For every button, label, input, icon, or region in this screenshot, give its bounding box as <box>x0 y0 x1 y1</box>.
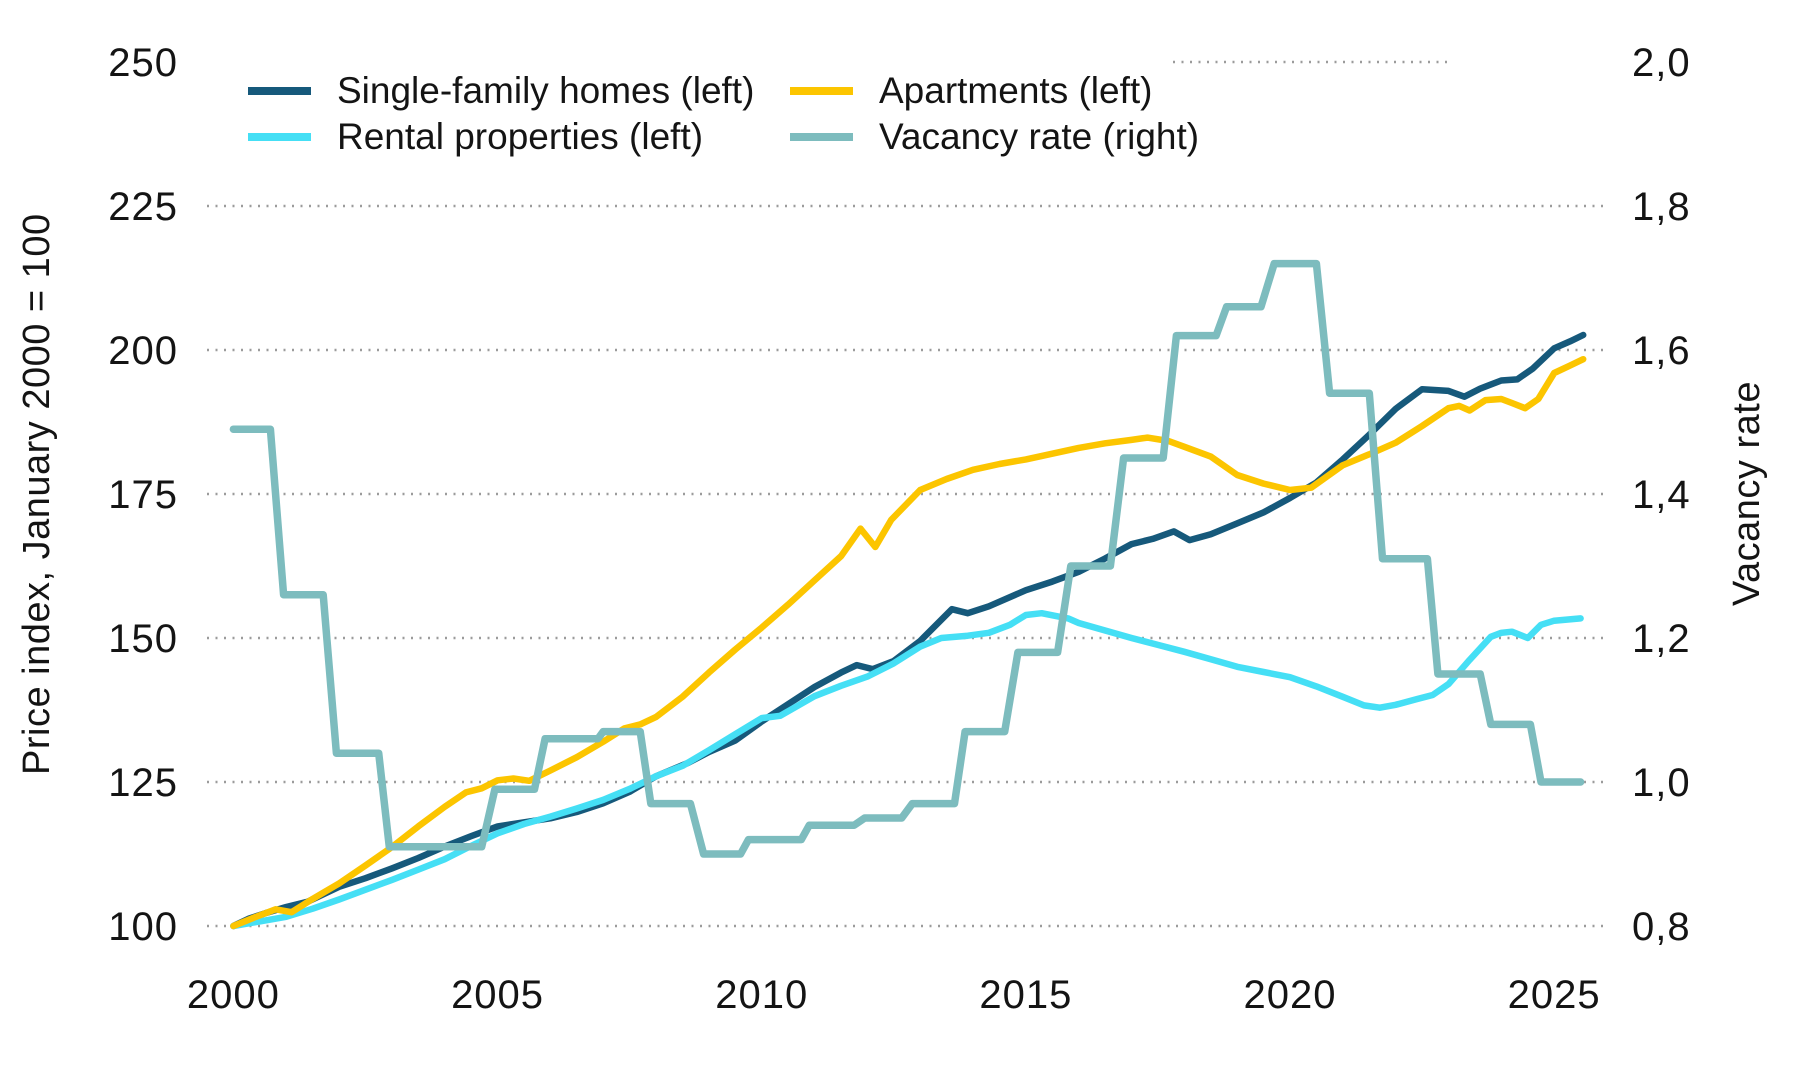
left-axis-tick-100: 100 <box>108 905 178 949</box>
series-line-apartments-left <box>230 355 1587 930</box>
x-axis-tick-2000: 2000 <box>187 973 280 1017</box>
legend-swatch-icon <box>248 86 311 95</box>
legend-swatch-icon <box>790 86 853 95</box>
legend-label: Vacancy rate (right) <box>879 115 1200 157</box>
right-axis-tick-2-0: 2,0 <box>1632 41 1691 85</box>
left-axis-title: Price index, January 2000 = 100 <box>16 213 58 775</box>
x-axis-tick-2020: 2020 <box>1244 973 1337 1017</box>
series-line-vacancy-rate-right <box>229 259 1585 858</box>
left-axis-tick-250: 250 <box>108 41 178 85</box>
left-axis-tick-150: 150 <box>108 617 178 661</box>
series-line-single-family-homes-left <box>230 331 1587 930</box>
legend-label: Apartments (left) <box>879 69 1153 111</box>
legend-label: Rental properties (left) <box>337 115 704 157</box>
right-axis-tick-1-6: 1,6 <box>1632 329 1691 373</box>
left-axis-tick-125: 125 <box>108 761 178 805</box>
right-axis-title: Vacancy rate <box>1726 381 1768 607</box>
left-axis-tick-175: 175 <box>108 473 178 517</box>
series-line-rental-properties-left <box>230 609 1584 930</box>
legend-swatch-icon <box>248 132 311 141</box>
x-axis-tick-2015: 2015 <box>979 973 1072 1017</box>
legend-item-vacancy-rate-right[interactable]: Vacancy rate (right) <box>790 115 1200 157</box>
legend-item-apartments-left[interactable]: Apartments (left) <box>790 69 1199 111</box>
right-axis-tick-0-8: 0,8 <box>1632 905 1691 949</box>
chart-legend: Single-family homes (left) Apartments (le… <box>248 69 1200 157</box>
right-axis-tick-1-8: 1,8 <box>1632 185 1691 229</box>
legend-label: Single-family homes (left) <box>337 69 755 111</box>
right-axis-tick-1-2: 1,2 <box>1632 617 1691 661</box>
left-axis-tick-200: 200 <box>108 329 178 373</box>
x-axis-tick-2010: 2010 <box>715 973 808 1017</box>
x-axis-tick-2005: 2005 <box>451 973 544 1017</box>
legend-item-rental-properties-left[interactable]: Rental properties (left) <box>248 115 790 157</box>
left-axis-tick-225: 225 <box>108 185 178 229</box>
right-axis-tick-1-0: 1,0 <box>1632 761 1691 805</box>
legend-swatch-icon <box>790 132 853 141</box>
x-axis-tick-2025: 2025 <box>1508 973 1601 1017</box>
right-axis-tick-1-4: 1,4 <box>1632 473 1691 517</box>
legend-item-single-family-homes-left[interactable]: Single-family homes (left) <box>248 69 790 111</box>
